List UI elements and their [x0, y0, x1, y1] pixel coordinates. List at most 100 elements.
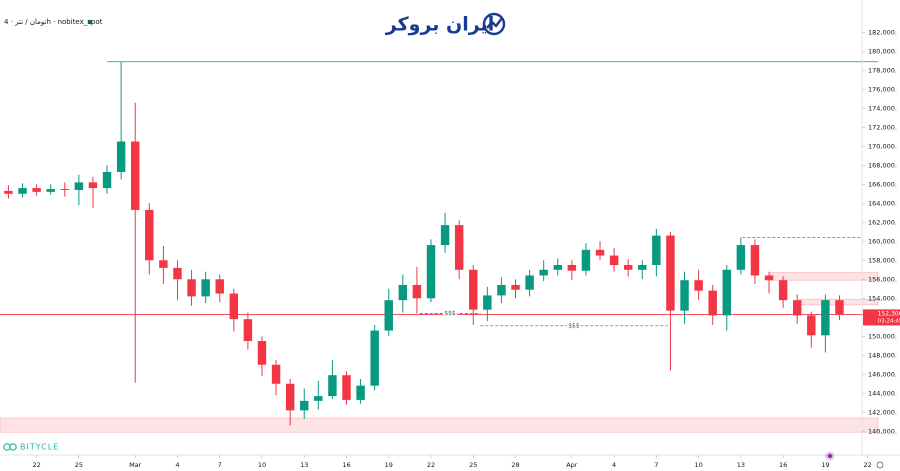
- x-tick-label: 13: [300, 461, 308, 469]
- x-tick-label: 22: [32, 461, 40, 469]
- candle-body: [342, 375, 351, 400]
- candle-body: [314, 396, 323, 401]
- candle-body: [440, 225, 450, 246]
- candle-body: [426, 245, 436, 299]
- dashed-label: $$$: [444, 310, 456, 317]
- candle-body: [173, 267, 182, 280]
- y-tick-label: 174,000.: [868, 104, 897, 112]
- candle-body: [539, 269, 548, 276]
- y-tick-label: 170,000.: [868, 142, 897, 150]
- candle-body: [623, 265, 633, 270]
- candle-body: [581, 249, 591, 271]
- candle-body: [370, 330, 379, 386]
- status-dot: [87, 19, 93, 25]
- y-tick-label: 160,000.: [868, 237, 897, 245]
- candle-body: [483, 295, 492, 310]
- y-tick-label: 180,000.: [868, 47, 897, 55]
- y-tick-label: 172,000.: [868, 123, 897, 131]
- price-label: 152,300: [878, 310, 900, 317]
- dashed-label-bg: [443, 309, 458, 318]
- x-tick-label: 19: [821, 461, 829, 469]
- candle-body: [130, 141, 140, 210]
- candle-body: [736, 245, 746, 270]
- y-tick-label: 176,000.: [868, 85, 897, 93]
- candle-body: [18, 188, 27, 194]
- candle-body: [102, 171, 112, 189]
- zone: [0, 417, 879, 433]
- x-tick-label: 28: [511, 461, 519, 469]
- candle-body: [412, 284, 422, 299]
- x-tick-label: 22: [427, 461, 435, 469]
- candle-body: [46, 189, 55, 192]
- candle-body: [694, 280, 703, 291]
- x-tick-label: 7: [218, 461, 222, 469]
- brand-logo: [482, 12, 506, 36]
- y-tick-label: 162,000.: [868, 218, 897, 226]
- y-tick-label: 150,000.: [868, 332, 897, 340]
- candle-body: [60, 189, 70, 190]
- x-tick-label: 13: [737, 461, 745, 469]
- x-tick-label: 25: [75, 461, 83, 469]
- brand-name: ایران بروکر: [385, 14, 494, 36]
- y-tick-label: 156,000.: [868, 275, 897, 283]
- watermark: BITYCLE: [20, 443, 59, 452]
- x-tick-label: 10: [694, 461, 702, 469]
- candle-body: [792, 300, 802, 316]
- candle-body: [201, 279, 210, 297]
- candle-body: [708, 290, 717, 316]
- dashed-label-bg: [566, 321, 581, 330]
- candle-body: [525, 275, 534, 290]
- watermark-logo: [3, 443, 17, 451]
- x-tick-label: 25: [469, 461, 477, 469]
- candle-body: [285, 383, 295, 411]
- x-tick-label: 19: [385, 461, 393, 469]
- plot-area: $$$ $$$: [0, 61, 879, 433]
- candle-body: [595, 249, 605, 256]
- candle-body: [187, 279, 196, 297]
- y-tick-label: 166,000.: [868, 180, 897, 188]
- candle-body: [398, 284, 408, 301]
- candle-body: [609, 255, 619, 266]
- y-tick-label: 140,000.: [868, 427, 897, 435]
- candle-body: [652, 235, 661, 266]
- indicator-icon-core[interactable]: [827, 453, 833, 459]
- y-tick-label: 154,000.: [868, 294, 897, 302]
- x-tick-label: 16: [342, 461, 350, 469]
- x-tick-label: 7: [654, 461, 658, 469]
- candle-body: [666, 235, 675, 311]
- y-tick-label: 148,000.: [868, 351, 897, 359]
- y-tick-label: 164,000.: [868, 199, 897, 207]
- candle-body: [88, 182, 98, 189]
- candle-body: [553, 265, 562, 270]
- x-tick-label: 4: [612, 461, 616, 469]
- candle-body: [469, 269, 478, 310]
- candle-body: [454, 225, 464, 270]
- x-tick-label: 10: [258, 461, 266, 469]
- candle-body: [229, 293, 239, 320]
- candle-body: [32, 188, 41, 192]
- settings-icon[interactable]: [876, 461, 884, 469]
- candle-body: [821, 300, 830, 336]
- candle-body: [328, 375, 337, 397]
- y-tick-label: 142,000.: [868, 408, 897, 416]
- candle-body: [722, 269, 732, 316]
- candle-body: [835, 300, 844, 315]
- candle-body: [750, 245, 760, 276]
- x-tick-label: 16: [779, 461, 787, 469]
- symbol-title: تومان / تتر · 4h · nobitex_spot: [4, 18, 103, 26]
- candle-body: [680, 280, 689, 311]
- x-tick-label: 4: [175, 461, 179, 469]
- countdown-label: 03:24:45: [878, 318, 900, 324]
- candle-body: [807, 315, 816, 336]
- candle-body: [159, 260, 168, 268]
- candle-body: [567, 265, 577, 271]
- candle-body: [497, 284, 506, 296]
- y-tick-label: 168,000.: [868, 161, 897, 169]
- candle-body: [243, 319, 253, 342]
- candle-body: [74, 182, 84, 190]
- y-tick-label: 178,000.: [868, 66, 897, 74]
- candle-body: [778, 280, 788, 301]
- y-tick-label: 158,000.: [868, 256, 897, 264]
